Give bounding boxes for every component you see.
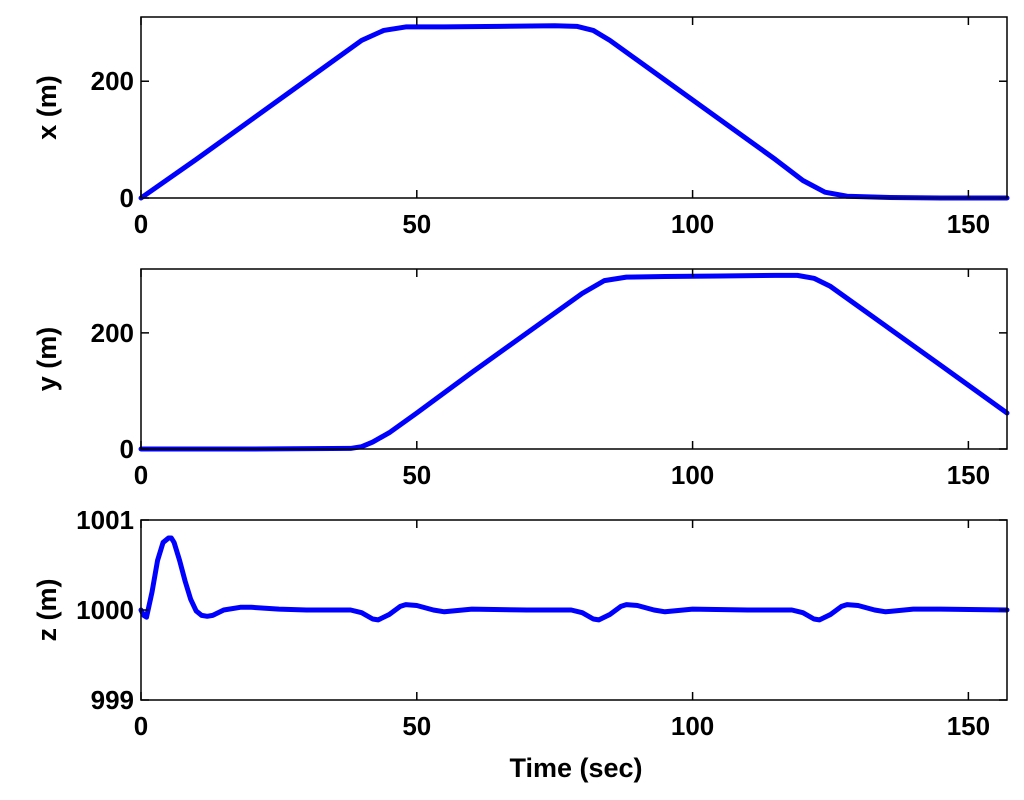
- y-tick-label: 200: [91, 318, 134, 348]
- y-axis-title: y (m): [32, 327, 62, 392]
- x-tick-label: 150: [947, 209, 990, 239]
- y-tick-label: 1000: [76, 595, 134, 625]
- subplot-2: 0 50 100 150 0 200 y (m): [32, 268, 1010, 490]
- series-line: [138, 23, 1010, 201]
- x-tick-label: 50: [402, 209, 431, 239]
- series-line: [138, 272, 1010, 452]
- subplot-1: 0 50 100 150 0 200 x (m): [32, 16, 1010, 239]
- x-tick-label: 50: [402, 711, 431, 741]
- x-tick-label: 100: [671, 460, 714, 490]
- x-tick-label: 0: [134, 711, 148, 741]
- series-line: [138, 535, 1010, 623]
- x-tick-label: 50: [402, 460, 431, 490]
- x-axis-title: Time (sec): [509, 753, 642, 783]
- y-tick-label: 999: [91, 685, 134, 715]
- y-axis-title: x (m): [32, 75, 62, 140]
- plot-frame: [140, 268, 1008, 450]
- y-tick-label: 200: [91, 66, 134, 96]
- x-tick-label: 150: [947, 711, 990, 741]
- y-axis-title: z (m): [32, 579, 62, 642]
- y-tick-label: 0: [120, 183, 134, 213]
- x-tick-label: 150: [947, 460, 990, 490]
- subplot-3: 0 50 100 150 999 1000 1001 z (m) Time (sec): [32, 505, 1010, 783]
- plot-frame: [140, 16, 1008, 199]
- x-tick-label: 0: [134, 209, 148, 239]
- x-tick-label: 100: [671, 711, 714, 741]
- y-tick-label: 1001: [76, 505, 134, 535]
- y-tick-label: 0: [120, 434, 134, 464]
- x-tick-label: 0: [134, 460, 148, 490]
- x-tick-label: 100: [671, 209, 714, 239]
